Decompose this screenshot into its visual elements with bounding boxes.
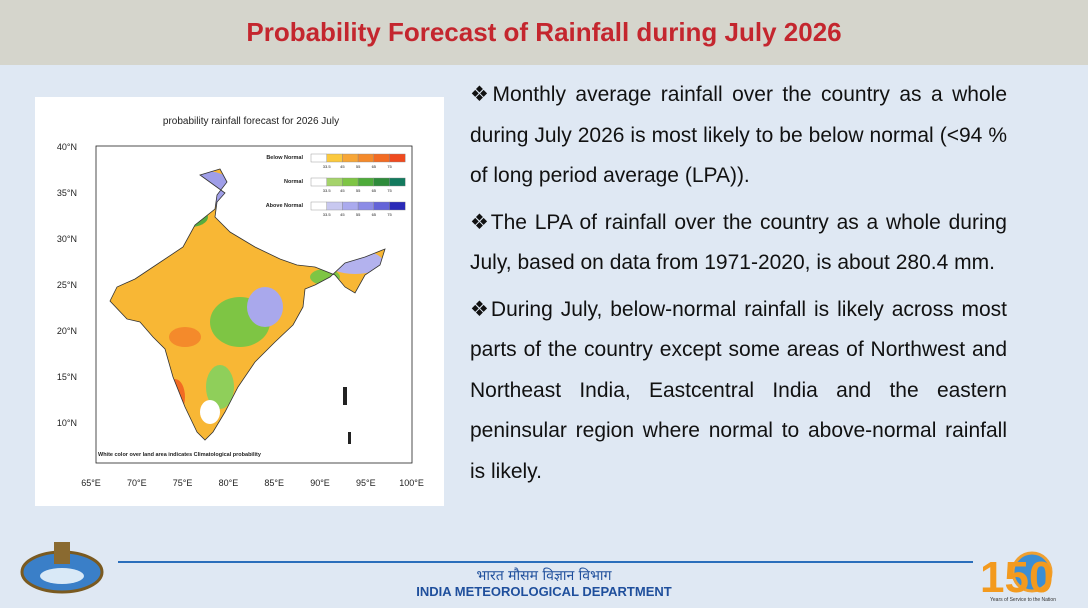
- legend-tick: 75: [387, 188, 392, 193]
- logo-text: Years of Service to the Nation: [990, 597, 1056, 603]
- title: Probability Forecast of Rainfall during …: [246, 17, 842, 47]
- map: probability rainfall forecast for 2026 J…: [57, 116, 424, 488]
- lon-label: 85°E: [264, 478, 284, 488]
- legend-swatch: [326, 177, 343, 187]
- legend-tick: 33.5: [323, 212, 332, 217]
- lat-label: 40°N: [57, 142, 77, 152]
- legend-tick: 45: [340, 188, 345, 193]
- legend-swatch: [357, 201, 375, 211]
- lat-label: 35°N: [57, 188, 77, 198]
- lon-label: 80°E: [219, 478, 239, 488]
- legend-tick: 45: [340, 164, 345, 169]
- lon-label: 95°E: [356, 478, 376, 488]
- legend-tick: 45: [340, 212, 345, 217]
- anniversary-logo: 150 Years of Service to the Nation: [980, 551, 1056, 603]
- legend-swatch: [357, 153, 375, 163]
- lat-label: 20°N: [57, 326, 77, 336]
- legend-label: Above Normal: [266, 203, 304, 209]
- legend-swatch: [373, 201, 390, 211]
- org-name: INDIA METEOROLOGICAL DEPARTMENT: [416, 584, 672, 599]
- logo-number: 150: [980, 553, 1053, 602]
- lon-label: 70°E: [127, 478, 147, 488]
- lat-label: 30°N: [57, 234, 77, 244]
- bullet: ❖The LPA of rainfall over the country as…: [470, 210, 1007, 275]
- legend-tick: 75: [387, 164, 392, 169]
- legend-tick: 65: [372, 188, 377, 193]
- map-note: White color over land area indicates Cli…: [98, 452, 262, 458]
- legend-tick: 33.5: [323, 164, 332, 169]
- lon-label: 75°E: [173, 478, 193, 488]
- legend-swatch: [326, 201, 343, 211]
- legend-tick: 55: [356, 164, 361, 169]
- legend-tick: 75: [387, 212, 392, 217]
- legend-swatch: [342, 177, 359, 187]
- bullet-list: ❖Monthly average rainfall over the count…: [470, 75, 1007, 498]
- lat-label: 25°N: [57, 280, 77, 290]
- legend-swatch: [310, 177, 327, 187]
- map-panel: probability rainfall forecast for 2026 J…: [35, 97, 444, 506]
- divider: [118, 561, 973, 563]
- legend-label: Below Normal: [266, 155, 303, 161]
- map-title: probability rainfall forecast for 2026 J…: [163, 116, 339, 127]
- legend-swatch: [389, 177, 406, 187]
- legend-swatch: [310, 201, 327, 211]
- legend-tick: 33.5: [323, 188, 332, 193]
- header: Probability Forecast of Rainfall during …: [0, 0, 1088, 65]
- lon-label: 90°E: [310, 478, 330, 488]
- legend-swatch: [373, 153, 390, 163]
- bullet: ❖During July, below-normal rainfall is l…: [470, 297, 1007, 483]
- lon-label: 100°E: [399, 478, 424, 488]
- bullet: ❖Monthly average rainfall over the count…: [470, 83, 1007, 187]
- legend-swatch: [357, 177, 375, 187]
- org-name-hindi: भारत मौसम विज्ञान विभाग: [476, 568, 612, 584]
- lon-label: 65°E: [81, 478, 101, 488]
- emblem: [20, 542, 104, 594]
- legend-tick: 65: [372, 212, 377, 217]
- legend-tick: 65: [372, 164, 377, 169]
- legend-swatch: [310, 153, 327, 163]
- legend-swatch: [389, 153, 406, 163]
- legend-swatch: [373, 177, 390, 187]
- legend-swatch: [342, 153, 359, 163]
- legend-swatch: [326, 153, 343, 163]
- legend-tick: 55: [356, 188, 361, 193]
- legend-label: Normal: [284, 179, 303, 185]
- legend-tick: 55: [356, 212, 361, 217]
- lat-label: 10°N: [57, 418, 77, 428]
- legend-swatch: [342, 201, 359, 211]
- legend-swatch: [389, 201, 406, 211]
- lat-label: 15°N: [57, 372, 77, 382]
